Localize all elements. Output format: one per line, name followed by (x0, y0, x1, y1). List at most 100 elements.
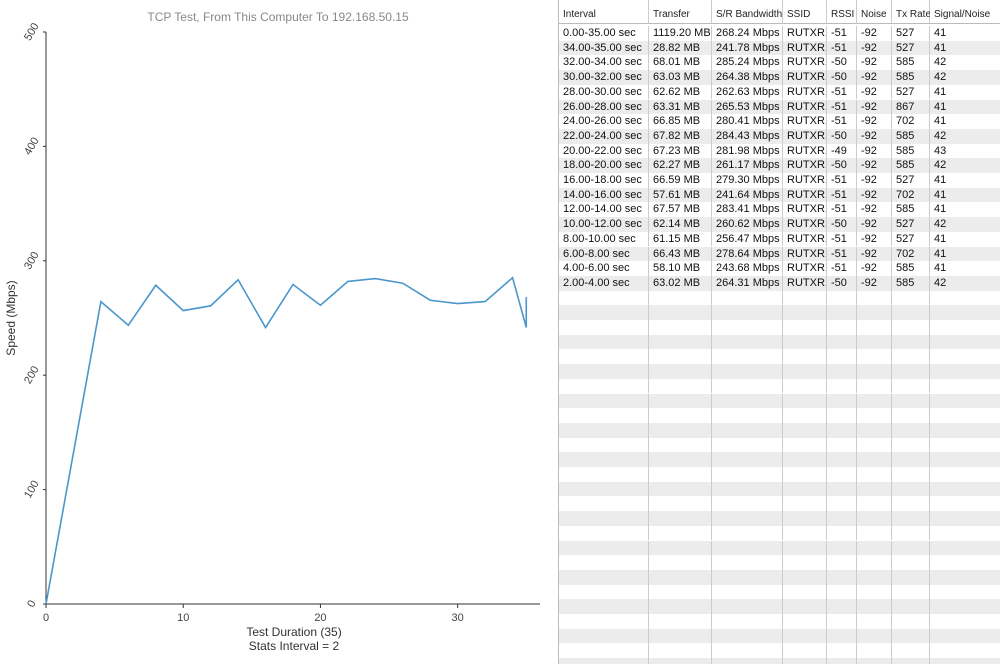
empty-cell (559, 540, 649, 556)
empty-cell (930, 467, 1000, 482)
empty-cell (559, 511, 649, 526)
table-cell: 262.63 Mbps (712, 84, 783, 100)
empty-cell (649, 437, 712, 453)
empty-cell (783, 496, 827, 512)
empty-cell (559, 378, 649, 394)
table-cell: 585 (892, 158, 930, 173)
empty-cell (783, 393, 827, 409)
empty-cell (930, 349, 1000, 365)
empty-cell (783, 614, 827, 629)
table-cell: 18.00-20.00 sec (559, 158, 649, 173)
table-cell: -49 (827, 143, 857, 159)
table-cell: 585 (892, 202, 930, 218)
empty-cell (649, 481, 712, 497)
table-cell: -92 (857, 173, 892, 188)
empty-cell (783, 555, 827, 570)
table-cell: -92 (857, 40, 892, 56)
empty-cell (783, 408, 827, 423)
table-cell: 41 (930, 114, 1000, 129)
empty-cell (783, 584, 827, 600)
empty-cell (712, 614, 783, 629)
empty-cell (783, 305, 827, 320)
table-cell: 42 (930, 217, 1000, 232)
table-cell: 527 (892, 217, 930, 232)
empty-cell (857, 349, 892, 365)
empty-cell (930, 628, 1000, 644)
table-cell: -51 (827, 187, 857, 203)
empty-cell (892, 378, 930, 394)
empty-cell (559, 643, 649, 659)
empty-cell (892, 540, 930, 556)
table-cell: 28.00-30.00 sec (559, 84, 649, 100)
empty-cell (649, 643, 712, 659)
empty-cell (892, 305, 930, 320)
table-cell: 527 (892, 40, 930, 56)
empty-cell (857, 540, 892, 556)
empty-cell (783, 658, 827, 664)
empty-cell (827, 540, 857, 556)
table-cell: 256.47 Mbps (712, 231, 783, 247)
empty-cell (930, 555, 1000, 570)
table-cell: -50 (827, 55, 857, 71)
empty-cell (783, 290, 827, 306)
empty-cell (930, 584, 1000, 600)
empty-cell (892, 643, 930, 659)
column-header: S/R Bandwidth (712, 0, 783, 24)
empty-cell (712, 555, 783, 570)
table-cell: 585 (892, 143, 930, 159)
empty-cell (783, 511, 827, 526)
table-cell: RUTXR1 (783, 26, 827, 41)
table-cell: 20.00-22.00 sec (559, 143, 649, 159)
empty-cell (857, 290, 892, 306)
empty-cell (857, 599, 892, 614)
empty-cell (827, 658, 857, 664)
empty-cell (712, 437, 783, 453)
table-cell: RUTXR1 (783, 275, 827, 291)
empty-cell (930, 525, 1000, 541)
y-tick-label: 200 (22, 364, 42, 386)
table-cell: -50 (827, 158, 857, 173)
empty-cell (930, 658, 1000, 664)
empty-cell (857, 393, 892, 409)
table-cell: 243.68 Mbps (712, 261, 783, 276)
table-cell: RUTXR1 (783, 143, 827, 159)
empty-cell (930, 511, 1000, 526)
empty-cell (559, 408, 649, 423)
empty-cell (559, 569, 649, 585)
table-cell: 57.61 MB (649, 187, 712, 203)
table-cell: -92 (857, 84, 892, 100)
table-cell: -92 (857, 70, 892, 85)
table-cell: 702 (892, 114, 930, 129)
empty-cell (649, 364, 712, 379)
empty-cell (649, 628, 712, 644)
table-cell: 527 (892, 173, 930, 188)
table-cell: RUTXR1 (783, 173, 827, 188)
table-cell: 66.85 MB (649, 114, 712, 129)
table-cell: 63.02 MB (649, 275, 712, 291)
empty-cell (827, 378, 857, 394)
table-cell: 527 (892, 26, 930, 41)
empty-cell (712, 599, 783, 614)
empty-cell (827, 511, 857, 526)
empty-cell (857, 481, 892, 497)
column-header: Signal/Noise (930, 0, 1000, 24)
empty-cell (712, 584, 783, 600)
table-cell: 26.00-28.00 sec (559, 99, 649, 115)
table-cell: -92 (857, 158, 892, 173)
empty-cell (712, 467, 783, 482)
table-cell: -92 (857, 128, 892, 144)
table-cell: -92 (857, 55, 892, 71)
empty-cell (930, 599, 1000, 614)
table-cell: -51 (827, 40, 857, 56)
table-cell: 265.53 Mbps (712, 99, 783, 115)
empty-cell (827, 481, 857, 497)
table-cell: 42 (930, 128, 1000, 144)
empty-cell (649, 408, 712, 423)
empty-cell (827, 364, 857, 379)
table-cell: 28.82 MB (649, 40, 712, 56)
empty-cell (649, 452, 712, 467)
empty-cell (559, 393, 649, 409)
column-header: Transfer (649, 0, 712, 24)
table-cell: 6.00-8.00 sec (559, 246, 649, 262)
empty-cell (857, 452, 892, 467)
